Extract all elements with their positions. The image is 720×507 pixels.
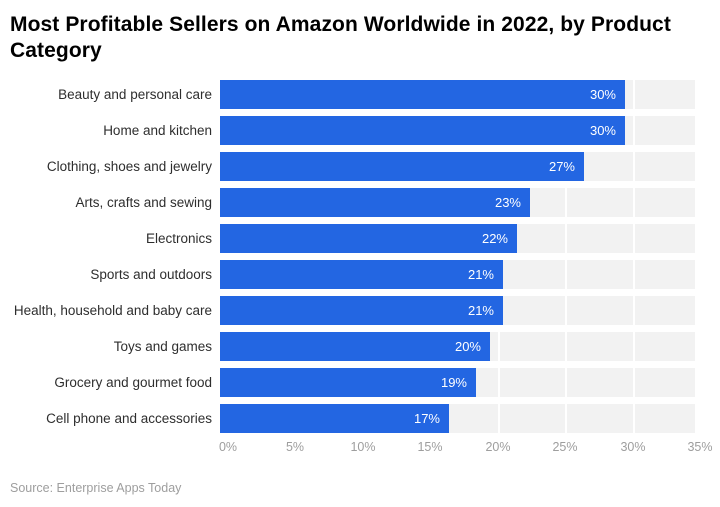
- bar-track: 21%: [220, 259, 695, 289]
- gridline: [565, 79, 567, 433]
- chart-row: Electronics 22%: [10, 223, 710, 253]
- chart-row: Health, household and baby care 21%: [10, 295, 710, 325]
- chart-row: Clothing, shoes and jewelry 27%: [10, 151, 710, 181]
- bar: 17%: [220, 403, 449, 433]
- x-axis: 0% 5% 10% 15% 20% 25% 30% 35%: [219, 439, 713, 456]
- chart-row: Sports and outdoors 21%: [10, 259, 710, 289]
- bar-value-label: 21%: [467, 302, 494, 318]
- bar: 30%: [220, 115, 625, 145]
- chart-row: Grocery and gourmet food 19%: [10, 367, 710, 397]
- chart-rows: Beauty and personal care 30% Home and kitc…: [10, 79, 710, 433]
- source-note: Source: Enterprise Apps Today: [10, 480, 182, 495]
- bar-track: 17%: [220, 403, 695, 433]
- bar-track: 27%: [220, 151, 695, 181]
- category-label: Toys and games: [113, 338, 212, 354]
- gridlines: [228, 79, 703, 433]
- bar-value-label: 22%: [481, 230, 508, 246]
- category-label: Cell phone and accessories: [46, 410, 212, 426]
- bar-chart: Beauty and personal care 30% Home and kitc…: [10, 79, 713, 456]
- gridline: [633, 79, 635, 433]
- bar: 23%: [220, 187, 530, 217]
- x-tick-label: 20%: [485, 439, 511, 454]
- gridline: [498, 79, 500, 433]
- bar: 30%: [220, 79, 625, 109]
- bar: 22%: [220, 223, 517, 253]
- category-label: Sports and outdoors: [90, 266, 212, 282]
- category-label: Home and kitchen: [103, 122, 212, 138]
- category-label: Health, household and baby care: [13, 302, 212, 318]
- bar-value-label: 17%: [413, 410, 440, 426]
- gridline: [295, 79, 297, 433]
- x-tick-label: 15%: [417, 439, 443, 454]
- bar: 19%: [220, 367, 476, 397]
- chart-page: Most Profitable Sellers on Amazon Worldw…: [10, 13, 713, 495]
- bar-track: 19%: [220, 367, 695, 397]
- bar-value-label: 21%: [467, 266, 494, 282]
- x-tick-label: 35%: [687, 439, 713, 454]
- bar-value-label: 20%: [454, 338, 481, 354]
- bar-track: 30%: [220, 79, 695, 109]
- bar-track: 21%: [220, 295, 695, 325]
- bar-value-label: 30%: [589, 86, 616, 102]
- chart-row: Home and kitchen 30%: [10, 115, 710, 145]
- x-tick-label: 30%: [620, 439, 646, 454]
- bar-track: 30%: [220, 115, 695, 145]
- x-tick-label: 25%: [552, 439, 578, 454]
- bar: 27%: [220, 151, 584, 181]
- category-label: Clothing, shoes and jewelry: [46, 158, 212, 174]
- bar: 21%: [220, 259, 503, 289]
- gridline: [700, 79, 702, 433]
- chart-title: Most Profitable Sellers on Amazon Worldw…: [10, 13, 671, 63]
- x-tick-label: 10%: [350, 439, 376, 454]
- category-label: Arts, crafts and sewing: [75, 194, 212, 210]
- chart-row: Toys and games 20%: [10, 331, 710, 361]
- bar-value-label: 27%: [548, 158, 575, 174]
- chart-row: Beauty and personal care 30%: [10, 79, 710, 109]
- chart-row: Cell phone and accessories 17%: [10, 403, 710, 433]
- category-label: Beauty and personal care: [58, 86, 212, 102]
- bar: 21%: [220, 295, 503, 325]
- x-tick-label: 0%: [218, 439, 238, 454]
- gridline: [363, 79, 365, 433]
- gridline: [430, 79, 432, 433]
- bar-track: 23%: [220, 187, 695, 217]
- category-label: Electronics: [145, 230, 212, 246]
- chart-row: Arts, crafts and sewing 23%: [10, 187, 710, 217]
- bar-value-label: 30%: [589, 122, 616, 138]
- bar-value-label: 19%: [440, 374, 467, 390]
- bar-track: 20%: [220, 331, 695, 361]
- bar-track: 22%: [220, 223, 695, 253]
- bar: 20%: [220, 331, 490, 361]
- category-label: Grocery and gourmet food: [54, 374, 212, 390]
- x-tick-label: 5%: [285, 439, 305, 454]
- bar-value-label: 23%: [494, 194, 521, 210]
